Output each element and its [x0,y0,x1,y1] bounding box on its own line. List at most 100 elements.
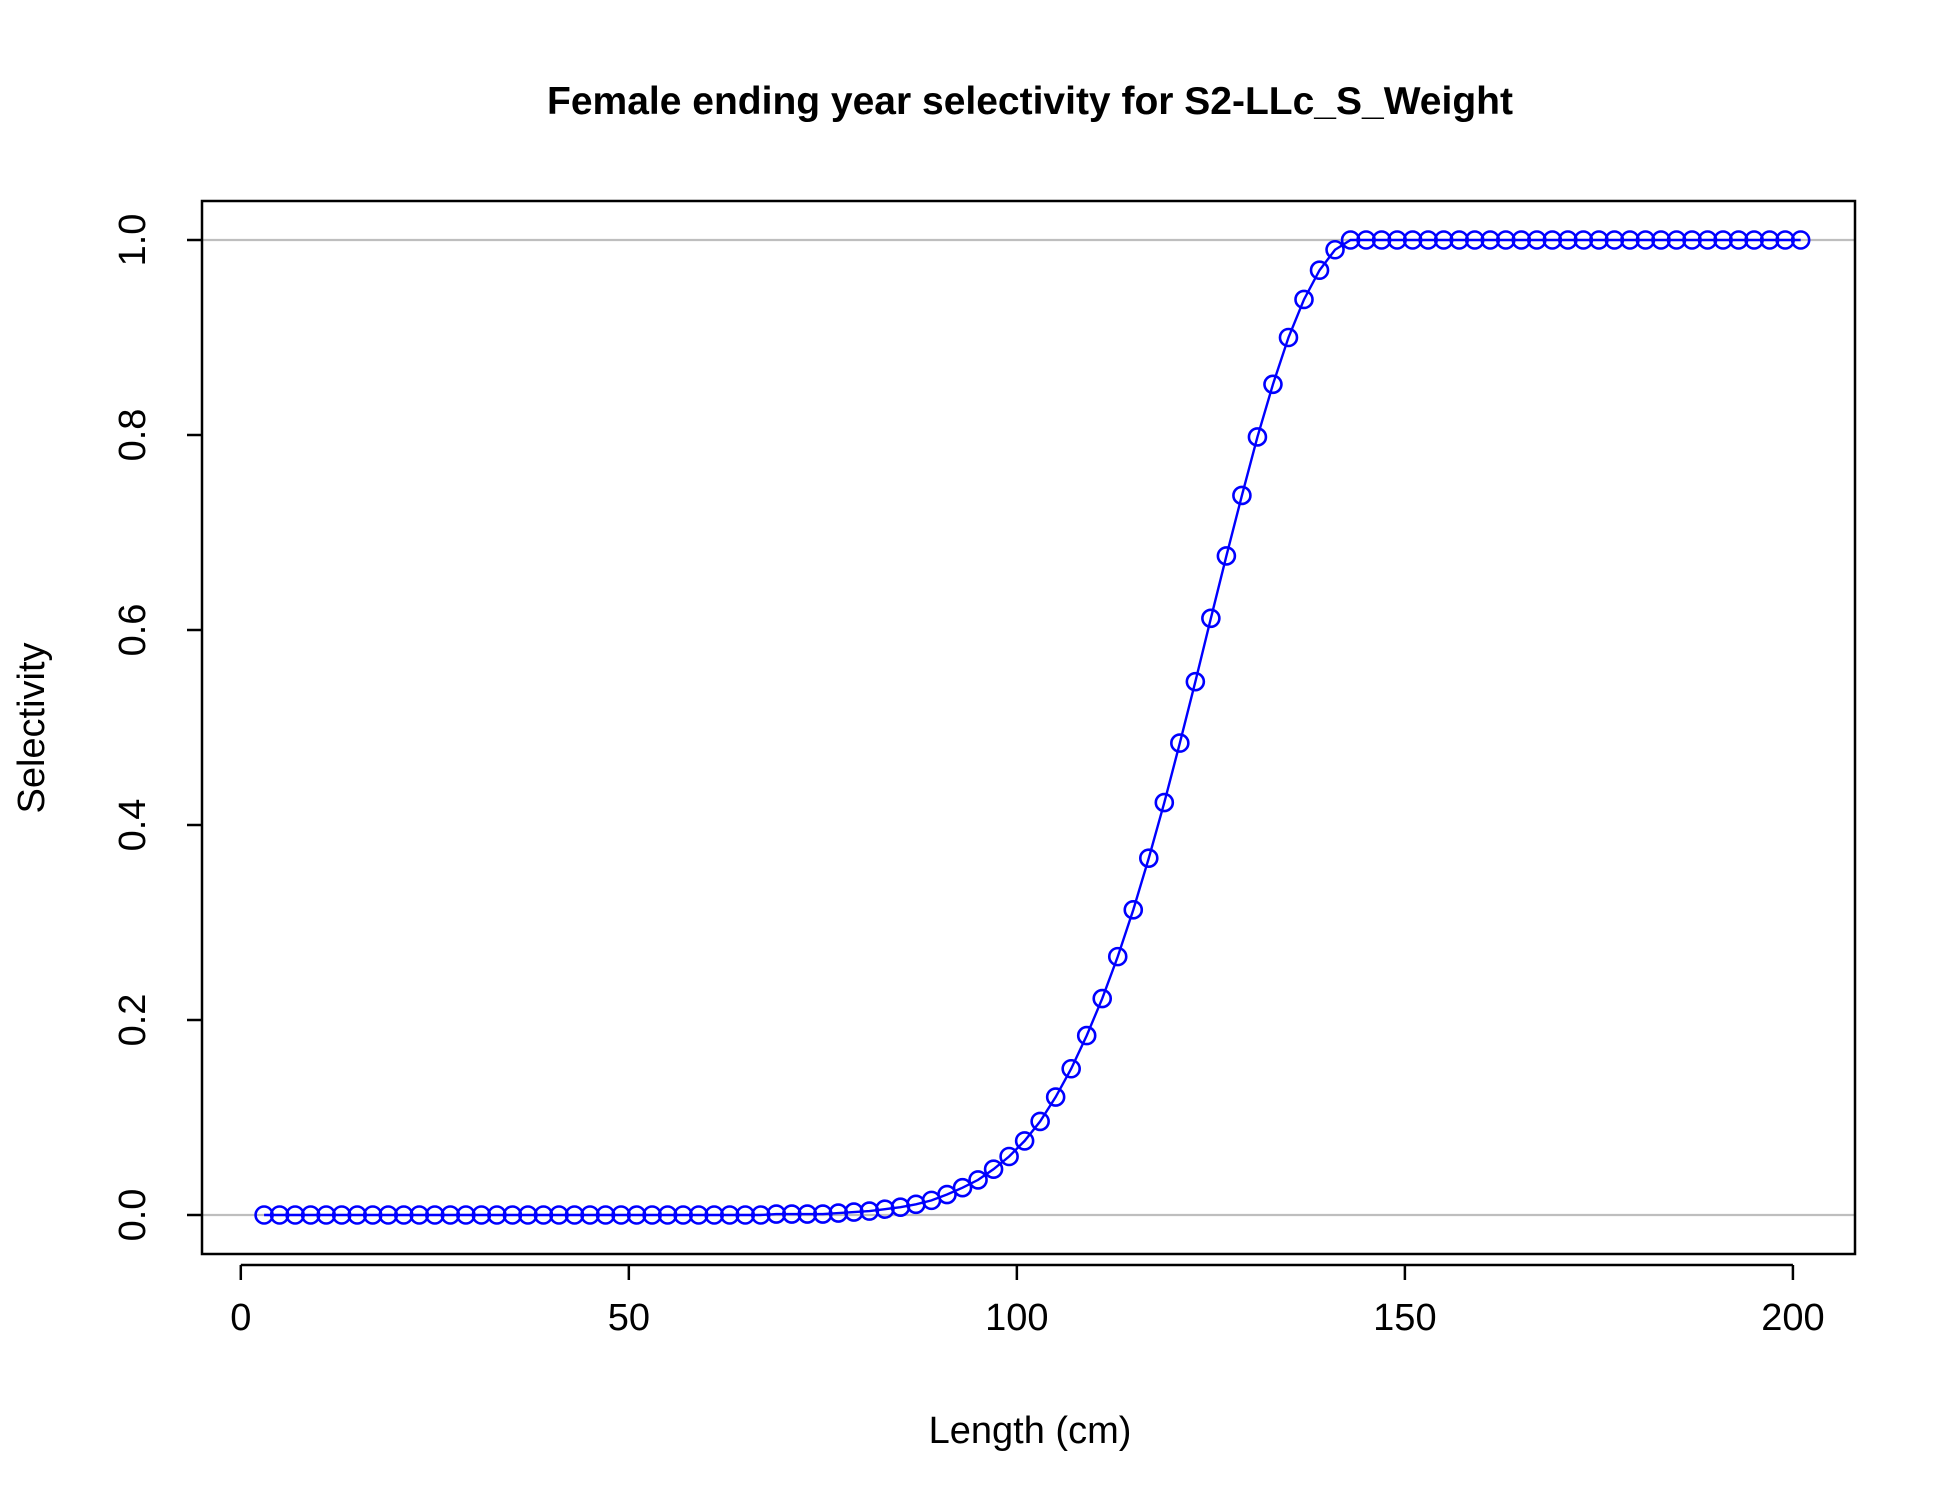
data-point [1511,230,1532,250]
data-point [580,1205,600,1225]
data-point [1076,1025,1097,1046]
data-point [1697,230,1718,250]
data-point [1356,230,1376,250]
data-point [502,1205,523,1225]
data-point [688,1205,709,1225]
data-point [1589,230,1609,250]
y-tick-label: 0.6 [112,604,154,657]
data-point [1527,230,1547,250]
data-point [1092,988,1113,1009]
data-point [1775,230,1795,250]
data-point [844,1202,864,1222]
data-point [828,1203,849,1223]
data-point [1061,1058,1081,1079]
data-point [813,1204,833,1224]
data-point [968,1170,988,1190]
data-point [1294,289,1314,310]
plot-frame [200,199,1857,1256]
data-point [409,1205,430,1225]
data-point [533,1205,554,1225]
data-point [1558,230,1578,250]
y-tick-label: 0.2 [112,994,154,1047]
data-point [1325,239,1345,260]
data-point [331,1205,352,1225]
data-point [782,1204,802,1224]
data-point [1216,546,1237,566]
data-point [1309,260,1330,281]
data-point [1123,900,1144,920]
reference-lines [202,238,1855,1217]
data-point [316,1205,336,1225]
data-point [673,1205,693,1225]
data-point [1138,848,1159,868]
series-line [264,238,1801,1217]
x-axis-title: Length (cm) [929,1410,1132,1452]
y-tick-label: 1.0 [112,214,154,267]
data-point [1014,1131,1035,1151]
data-point [1170,733,1190,753]
data-point [1744,230,1764,250]
data-point [719,1205,740,1225]
series-layer [254,230,1811,1225]
data-point [797,1204,818,1224]
data-point [595,1205,616,1225]
data-point [1107,946,1128,967]
x-tick-label: 0 [230,1297,251,1339]
data-point [425,1205,445,1225]
data-point [1263,374,1283,395]
data-point [1666,230,1687,250]
data-point [1030,1111,1050,1132]
data-point [1713,230,1733,250]
x-tick-label: 100 [985,1297,1048,1339]
data-point [1604,230,1625,250]
data-point [1185,671,1206,692]
data-point [704,1205,724,1225]
data-point [1464,230,1485,250]
data-point [626,1205,647,1225]
data-point [1651,230,1671,250]
y-tick-label: 0.8 [112,409,154,462]
data-point [440,1205,461,1225]
data-point [1728,230,1749,250]
data-point [285,1205,305,1225]
data-point [1402,230,1423,250]
data-point [1387,230,1407,250]
data-point [1620,230,1640,250]
data-point [1247,427,1268,447]
data-point [518,1205,538,1225]
data-point [750,1205,771,1225]
data-point [999,1146,1019,1167]
data-point [766,1204,787,1224]
y-tick-label: 0.4 [112,799,154,852]
data-point [1154,792,1175,813]
x-axis: 0 50 100 150 200 [230,1263,1825,1339]
data-point [471,1205,492,1225]
data-point [254,1205,274,1225]
data-point [1433,230,1454,250]
data-point [347,1205,368,1225]
data-point [1635,230,1656,250]
y-axis: 0.0 0.2 0.4 0.6 0.8 1.0 [112,214,202,1242]
data-point [549,1205,569,1225]
x-tick-label: 200 [1761,1297,1824,1339]
data-point [1759,230,1780,250]
data-point [1201,608,1221,629]
data-point [1573,230,1594,250]
data-point [456,1205,476,1225]
data-point [1232,485,1252,506]
data-point [1449,230,1470,250]
data-point [564,1205,585,1225]
data-point [642,1205,662,1225]
data-point [1340,230,1361,250]
y-tick-label: 0.0 [112,1189,154,1242]
data-point [1682,230,1702,250]
data-point [1495,230,1516,250]
x-tick-label: 50 [608,1297,650,1339]
x-tick-label: 150 [1373,1297,1436,1339]
data-point [1045,1087,1066,1107]
data-point [487,1205,507,1225]
data-point [611,1205,631,1225]
data-point [983,1159,1004,1179]
data-point [1480,230,1501,250]
